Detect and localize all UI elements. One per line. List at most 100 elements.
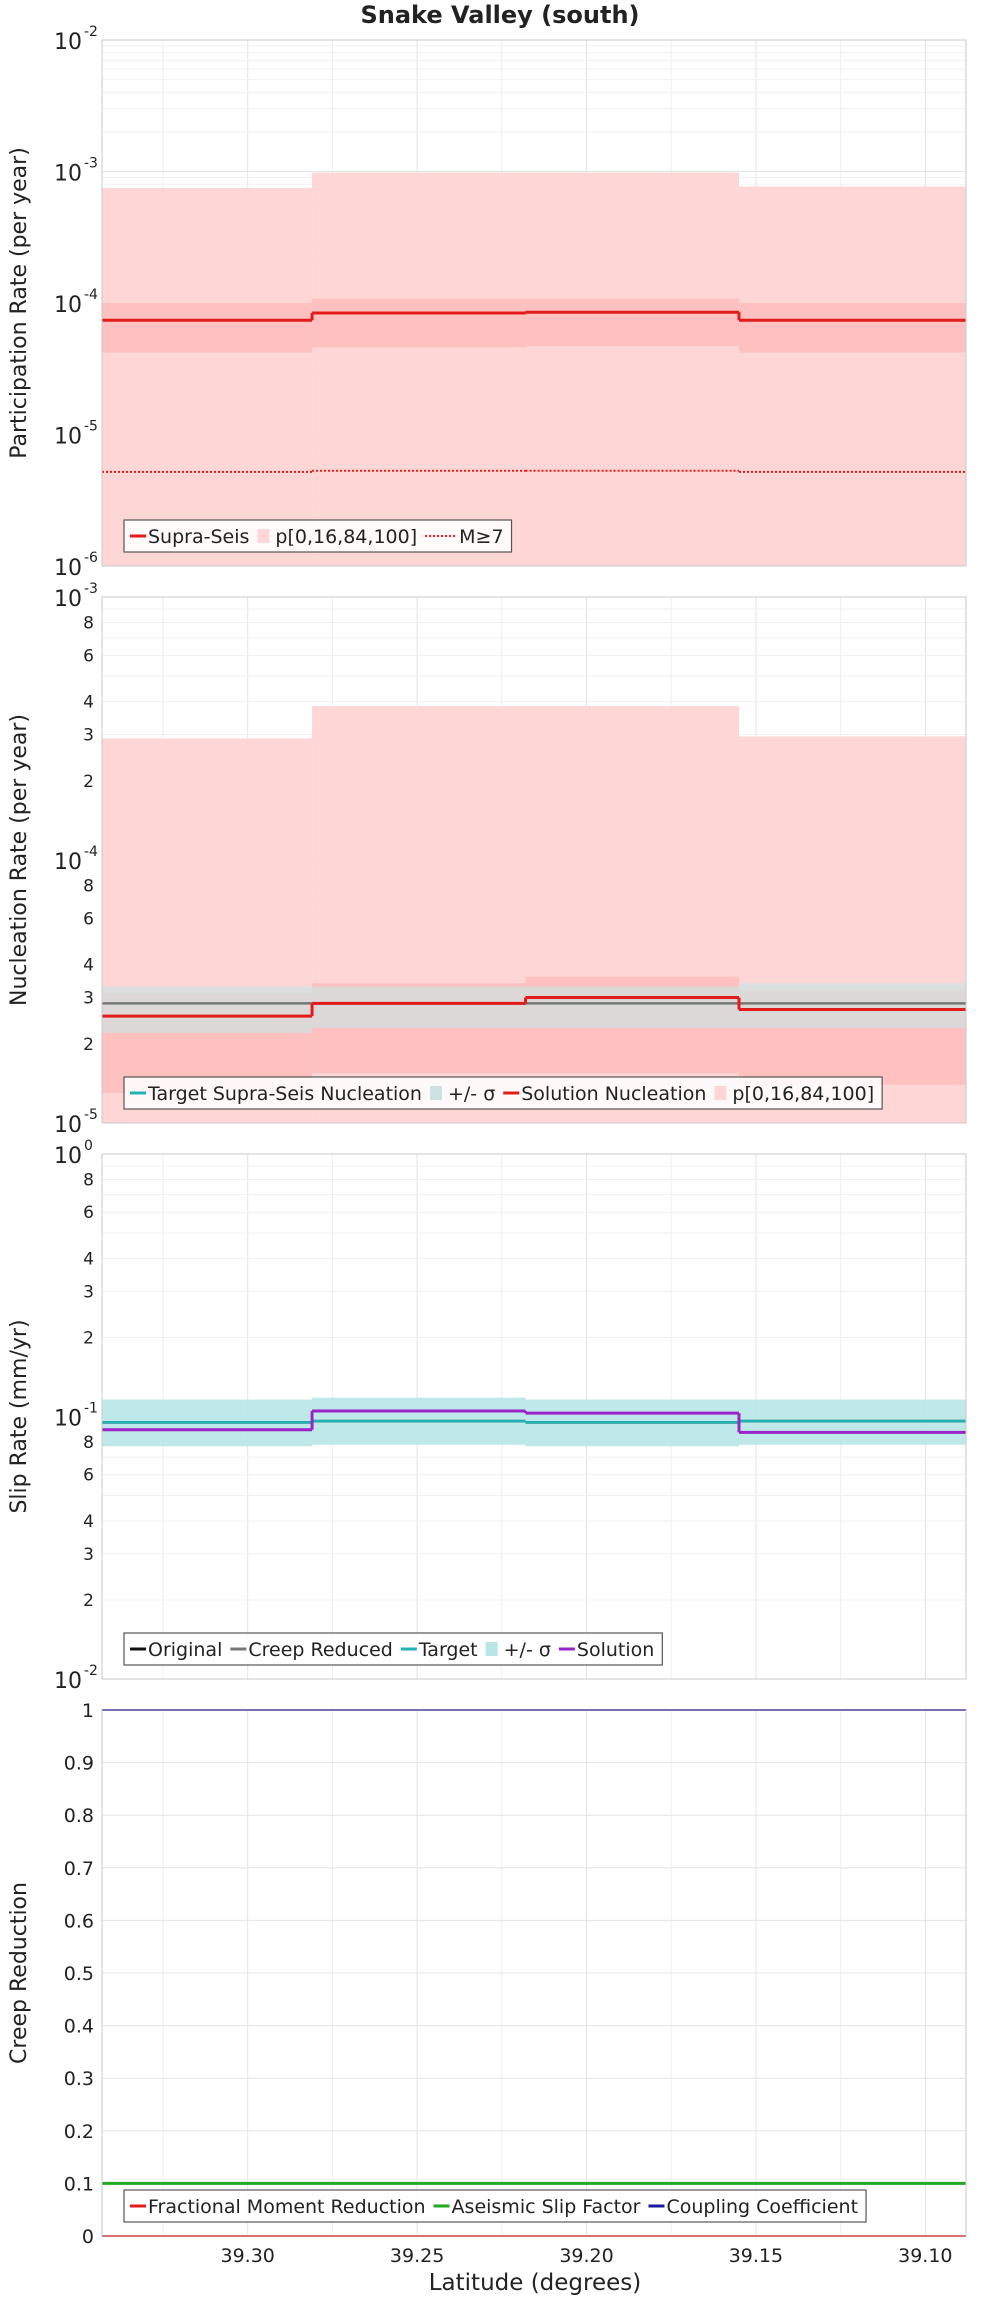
legend-box	[485, 1642, 498, 1656]
chart-panel-creep: 1 0.9 0.8 0.7 0.6 0.5 0.4 0.3 0.2 0.1 0 Creep Reduc…	[7, 1700, 967, 2248]
series-group	[102, 706, 966, 1123]
legend-frame	[123, 519, 513, 553]
y-tick-label: 10	[54, 1144, 82, 1169]
y-minor-tick-label: 8	[83, 1170, 94, 1190]
x-axis-label: Latitude (degrees)	[429, 2270, 642, 2296]
x-tick-label: 39.30	[220, 2245, 274, 2267]
y-tick-label: 10	[54, 1407, 82, 1432]
y-axis-label: Nucleation Rate (per year)	[7, 714, 32, 1006]
band-band	[738, 186, 966, 567]
y-tick-label: 0.6	[64, 1910, 94, 1932]
legend-frame	[123, 1076, 883, 1110]
y-minor-tick-label: 8	[83, 876, 94, 896]
y-axis-label: Slip Rate (mm/yr)	[7, 1319, 32, 1513]
y-tick-exponent: -5	[84, 419, 98, 435]
y-minor-tick-label: 3	[83, 989, 94, 1009]
legend-label: p[0,16,84,100]	[732, 1083, 874, 1105]
y-minor-tick-label: 2	[83, 1035, 94, 1055]
y-minor-tick-label: 3	[83, 1282, 94, 1302]
legend-label: Coupling Coefficient	[666, 2196, 858, 2218]
band-band-inner	[312, 298, 526, 348]
y-tick-label: 10	[54, 556, 82, 581]
y-tick-exponent: 0	[84, 1138, 93, 1154]
y-tick-label: 0.5	[64, 1963, 94, 1985]
x-tick-label: 39.20	[559, 2245, 613, 2267]
band-band-inner	[525, 298, 739, 347]
y-tick-label: 10	[54, 1113, 82, 1138]
y-tick-exponent: -4	[84, 844, 98, 860]
legend-box	[714, 1086, 727, 1100]
y-tick-label: 0	[82, 2226, 94, 2248]
y-tick-label: 0.1	[64, 2173, 94, 2195]
legend-label: +/- σ	[448, 1083, 495, 1105]
plot-frame	[101, 1709, 967, 2237]
y-minor-tick-label: 6	[83, 909, 94, 929]
band-sigma	[738, 983, 966, 1028]
legend-label: p[0,16,84,100]	[275, 526, 417, 548]
legend-label: Solution Nucleation	[521, 1083, 706, 1105]
band-band	[525, 172, 739, 566]
y-axis-label: Creep Reduction	[7, 1882, 32, 2064]
y-minor-tick-label: 4	[83, 1512, 94, 1532]
legend-label: Aseismic Slip Factor	[452, 2196, 641, 2218]
x-tick-label: 39.15	[729, 2245, 783, 2267]
band-sigma	[525, 986, 739, 1028]
legend-label: Fractional Moment Reduction	[148, 2196, 426, 2218]
x-tick-label: 39.25	[390, 2245, 444, 2267]
legend-label: Supra-Seis	[148, 526, 249, 548]
legend-swatch	[485, 1642, 498, 1656]
y-axis: 1 0.9 0.8 0.7 0.6 0.5 0.4 0.3 0.2 0.1 0	[64, 1700, 94, 2248]
legend-label: Creep Reduced	[248, 1639, 392, 1661]
legend-frame	[123, 2189, 867, 2223]
legend-label: Solution	[577, 1639, 654, 1661]
x-axis: 39.30 39.25 39.20 39.15 39.10	[220, 2245, 952, 2267]
y-tick-label: 10	[54, 293, 82, 318]
band-band-inner	[738, 303, 966, 353]
y-tick-label: 0.2	[64, 2121, 94, 2143]
legend-swatch	[257, 529, 270, 543]
x-tick-label: 39.10	[898, 2245, 952, 2267]
y-tick-exponent: -5	[84, 1107, 98, 1123]
legend-label: M≥7	[459, 526, 503, 548]
y-minor-tick-label: 3	[83, 1545, 94, 1565]
y-tick-label: 0.3	[64, 2068, 94, 2090]
y-tick-exponent: -3	[84, 581, 98, 597]
y-tick-label: 0.8	[64, 1805, 94, 1827]
y-tick-label: 0.7	[64, 1858, 94, 1880]
legend: Target Supra-Seis Nucleation +/- σ Solutio…	[123, 1076, 883, 1110]
y-minor-tick-label: 4	[83, 1249, 94, 1269]
plot-frame	[101, 596, 967, 1124]
grid	[102, 1709, 966, 2237]
y-tick-exponent: -1	[84, 1401, 98, 1417]
legend-box	[429, 1086, 442, 1100]
y-tick-label: 10	[54, 425, 82, 450]
y-tick-label: 0.9	[64, 1753, 94, 1775]
series-group	[102, 1397, 966, 1447]
y-tick-exponent: -6	[84, 550, 98, 566]
band-band	[312, 172, 526, 566]
legend-label: +/- σ	[504, 1639, 551, 1661]
band-band-inner	[102, 303, 313, 353]
legend: Supra-Seis p[0,16,84,100] M≥7	[123, 519, 513, 553]
legend-label: Target Supra-Seis Nucleation	[147, 1083, 422, 1105]
y-minor-tick-label: 6	[83, 1466, 94, 1486]
y-tick-exponent: -3	[84, 156, 98, 172]
legend-background	[124, 2190, 867, 2222]
legend-label: Target	[418, 1639, 478, 1661]
y-tick-exponent: -4	[84, 287, 98, 303]
y-minor-tick-label: 2	[83, 1328, 94, 1348]
plot-frame	[101, 1153, 967, 1680]
band-sigma	[312, 986, 526, 1028]
y-tick-label: 10	[54, 1669, 82, 1694]
y-tick-label: 10	[54, 587, 82, 612]
y-tick-exponent: -2	[84, 24, 98, 40]
figure-title: Snake Valley (south)	[360, 1, 639, 29]
plot-frame	[101, 39, 967, 567]
y-minor-tick-label: 4	[83, 956, 94, 976]
